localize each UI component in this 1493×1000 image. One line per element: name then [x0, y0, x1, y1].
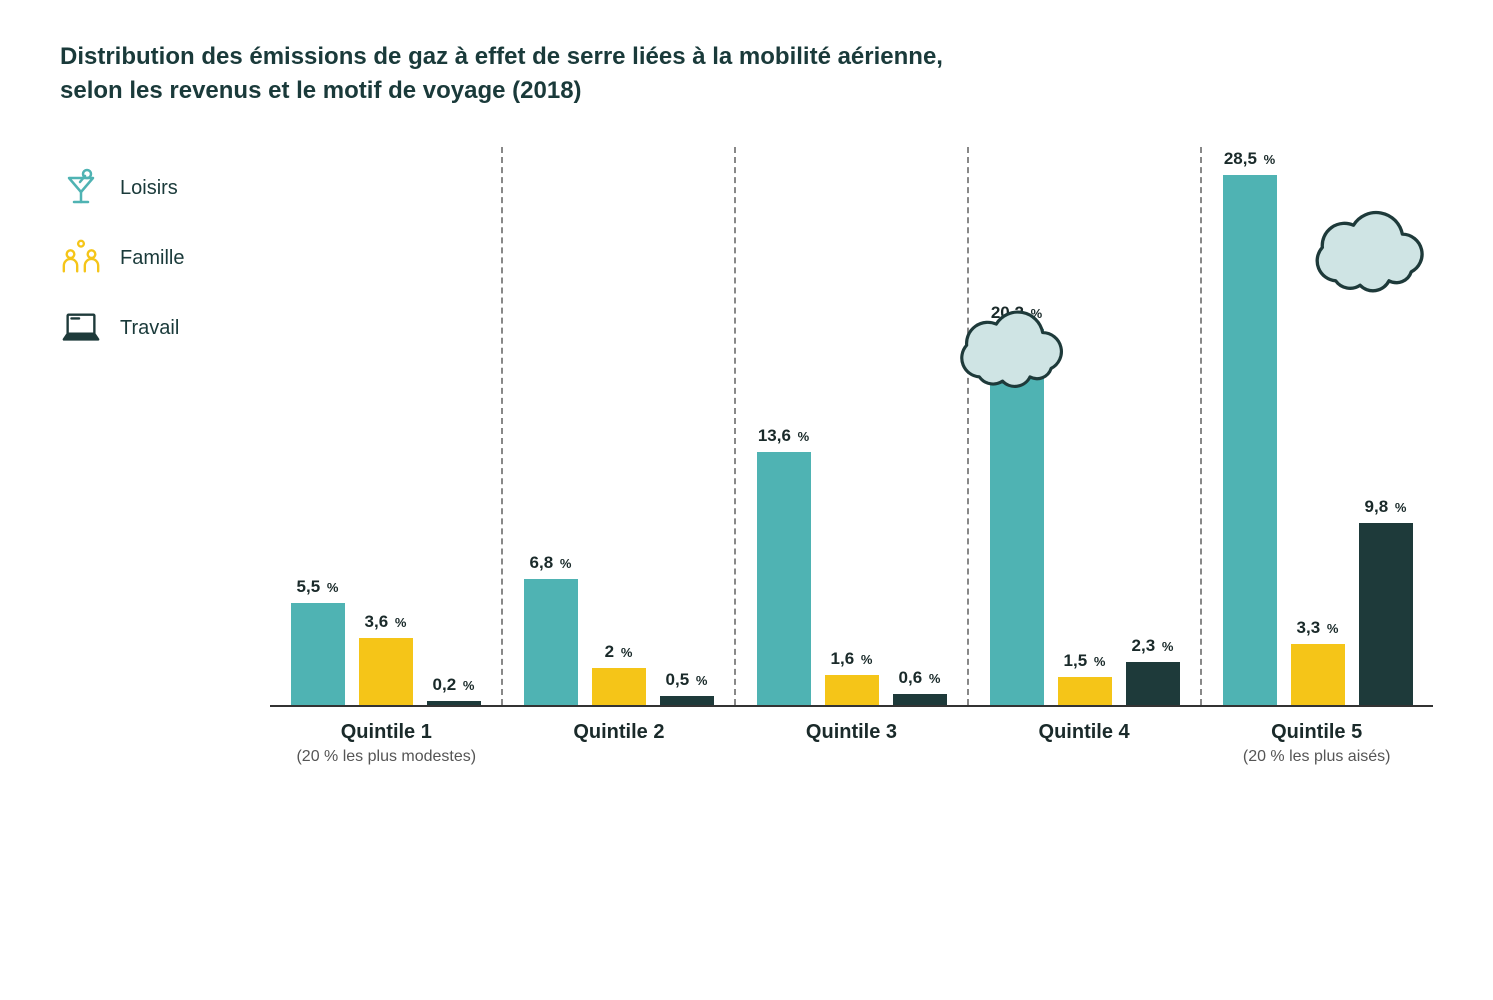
chart-title: Distribution des émissions de gaz à effe… — [60, 40, 1433, 107]
x-category-label: Quintile 1 — [270, 721, 503, 744]
bar-travail — [893, 694, 947, 705]
bar-value-label: 1,6 % — [831, 649, 873, 669]
bar-travail — [1359, 523, 1413, 705]
bar-group: 13,6 % 1,6 % 0,6 % — [736, 147, 969, 705]
bar-value-label: 6,8 % — [530, 553, 572, 573]
bar-unit-famille: 3,6 % — [359, 147, 413, 705]
bar-value-label: 9,8 % — [1365, 497, 1407, 517]
bar-famille — [1291, 644, 1345, 705]
bar-unit-travail: 2,3 % — [1126, 147, 1180, 705]
x-category: Quintile 2 — [503, 721, 736, 766]
bar-unit-loisirs: 20,2 % — [990, 147, 1044, 705]
legend-item-travail: Travail — [60, 307, 240, 349]
bar-value-label: 2 % — [605, 642, 633, 662]
bar-unit-loisirs: 28,5 % — [1223, 147, 1277, 705]
x-category: Quintile 5 (20 % les plus aisés) — [1200, 721, 1433, 766]
bar-famille — [825, 675, 879, 705]
bar-unit-travail: 0,5 % — [660, 147, 714, 705]
bars-row: 13,6 % 1,6 % 0,6 % — [736, 147, 967, 705]
bar-value-label: 20,2 % — [991, 303, 1042, 323]
bar-value-label: 3,3 % — [1297, 618, 1339, 638]
bars-row: 20,2 % 1,5 % 2,3 % — [969, 147, 1200, 705]
bar-travail — [660, 696, 714, 705]
bar-loisirs — [990, 329, 1044, 705]
x-category-sublabel: (20 % les plus modestes) — [270, 748, 503, 766]
x-category-sublabel: (20 % les plus aisés) — [1200, 748, 1433, 766]
plot-area: 5,5 % 3,6 % 0,2 % 6,8 % 2 % 0,5 % 13,6 % 1,6 % 0… — [270, 147, 1433, 807]
bar-group: 28,5 % 3,3 % 9,8 % — [1202, 147, 1433, 705]
bar-famille — [1058, 677, 1112, 705]
bar-value-label: 3,6 % — [365, 612, 407, 632]
bar-loisirs — [1223, 175, 1277, 705]
legend-item-loisirs: Loisirs — [60, 167, 240, 209]
bar-loisirs — [291, 603, 345, 705]
bar-value-label: 1,5 % — [1064, 651, 1106, 671]
bar-loisirs — [524, 579, 578, 705]
legend-label: Travail — [120, 317, 179, 340]
bar-value-label: 2,3 % — [1132, 636, 1174, 656]
cocktail-icon — [60, 167, 102, 209]
bar-loisirs — [757, 452, 811, 705]
x-category: Quintile 4 — [968, 721, 1201, 766]
bar-famille — [359, 638, 413, 705]
bar-value-label: 13,6 % — [758, 426, 809, 446]
bar-group: 20,2 % 1,5 % 2,3 % — [969, 147, 1202, 705]
bar-unit-travail: 0,2 % — [427, 147, 481, 705]
bar-value-label: 0,6 % — [899, 668, 941, 688]
x-axis: Quintile 1(20 % les plus modestes)Quinti… — [270, 721, 1433, 766]
x-category-label: Quintile 2 — [503, 721, 736, 744]
x-category-label: Quintile 4 — [968, 721, 1201, 744]
chart-container: Loisirs Famille — [60, 147, 1433, 807]
bar-unit-famille: 2 % — [592, 147, 646, 705]
x-category: Quintile 3 — [735, 721, 968, 766]
bar-group: 6,8 % 2 % 0,5 % — [503, 147, 736, 705]
bar-unit-travail: 0,6 % — [893, 147, 947, 705]
bar-unit-loisirs: 13,6 % — [757, 147, 811, 705]
laptop-icon — [60, 307, 102, 349]
bar-unit-famille: 1,6 % — [825, 147, 879, 705]
family-icon — [60, 237, 102, 279]
bar-famille — [592, 668, 646, 705]
bar-unit-loisirs: 5,5 % — [291, 147, 345, 705]
bar-value-label: 5,5 % — [297, 577, 339, 597]
bar-group: 5,5 % 3,6 % 0,2 % — [270, 147, 503, 705]
bar-travail — [1126, 662, 1180, 705]
bar-unit-famille: 3,3 % — [1291, 147, 1345, 705]
legend-label: Famille — [120, 247, 184, 270]
bar-unit-famille: 1,5 % — [1058, 147, 1112, 705]
bar-unit-travail: 9,8 % — [1359, 147, 1413, 705]
bar-value-label: 0,5 % — [666, 670, 708, 690]
bar-unit-loisirs: 6,8 % — [524, 147, 578, 705]
bars-row: 6,8 % 2 % 0,5 % — [503, 147, 734, 705]
x-category-label: Quintile 3 — [735, 721, 968, 744]
bar-value-label: 0,2 % — [433, 675, 475, 695]
bars-row: 28,5 % 3,3 % 9,8 % — [1202, 147, 1433, 705]
x-category-label: Quintile 5 — [1200, 721, 1433, 744]
legend-label: Loisirs — [120, 177, 178, 200]
legend: Loisirs Famille — [60, 147, 240, 807]
bar-value-label: 28,5 % — [1224, 149, 1275, 169]
legend-item-famille: Famille — [60, 237, 240, 279]
bars-row: 5,5 % 3,6 % 0,2 % — [270, 147, 501, 705]
bar-travail — [427, 701, 481, 705]
x-category: Quintile 1 (20 % les plus modestes) — [270, 721, 503, 766]
bar-groups: 5,5 % 3,6 % 0,2 % 6,8 % 2 % 0,5 % 13,6 % 1,6 % 0… — [270, 147, 1433, 707]
